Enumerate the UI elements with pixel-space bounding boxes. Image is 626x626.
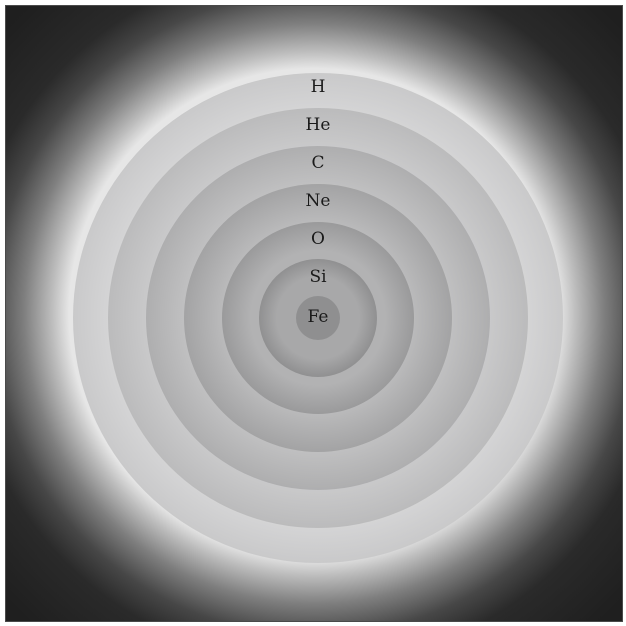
shell-label-fe: Fe: [308, 307, 329, 327]
shell-label-o: O: [311, 229, 325, 249]
shell-label-ne: Ne: [306, 191, 331, 211]
shell-fe: [296, 296, 340, 340]
shells-graphic: H He C Ne O Si Fe: [73, 73, 563, 563]
shell-label-si: Si: [309, 267, 327, 287]
onion-shell-diagram: H He C Ne O Si Fe: [5, 5, 623, 622]
shell-label-c: C: [311, 153, 324, 173]
shell-label-h: H: [311, 77, 326, 97]
shell-label-he: He: [306, 115, 331, 135]
